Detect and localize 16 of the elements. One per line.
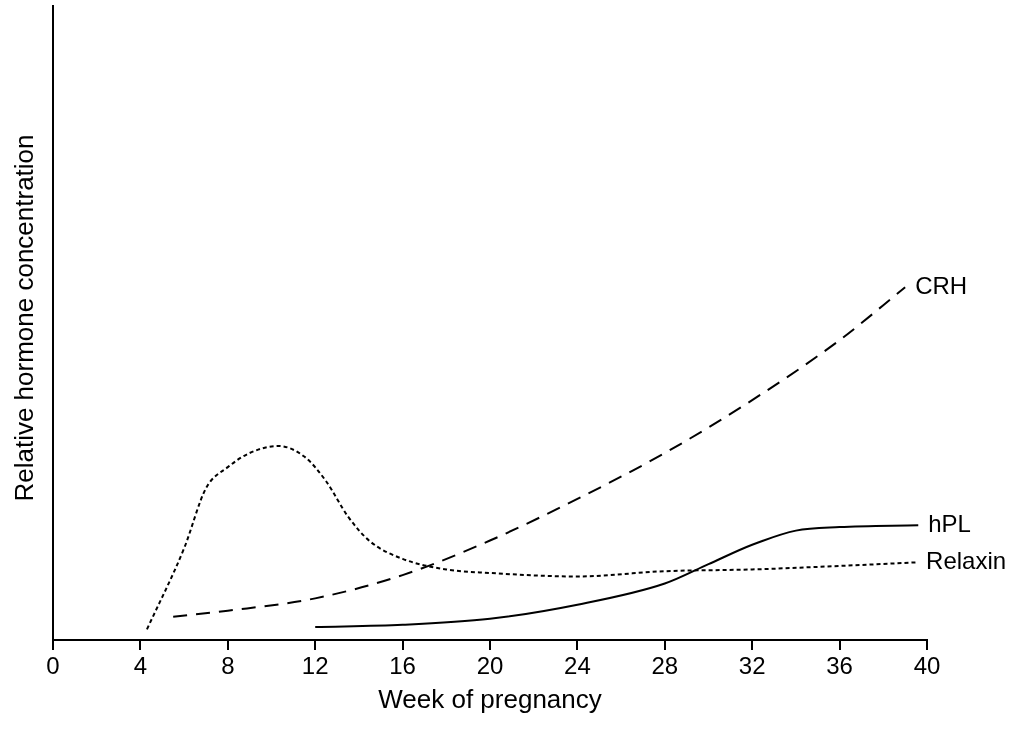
x-tick-label: 16: [389, 652, 416, 680]
x-tick-label: 24: [564, 652, 591, 680]
x-tick-label: 28: [651, 652, 679, 680]
series-label: hPL: [928, 509, 971, 537]
x-tick-label: 36: [826, 652, 853, 680]
series-label: CRH: [915, 271, 968, 299]
x-tick-label: 20: [476, 652, 504, 680]
x-axis-title: Week of pregnancy: [378, 683, 602, 714]
x-tick-label: 0: [46, 652, 60, 680]
y-axis-title: Relative hormone concentration: [8, 134, 40, 502]
series-label: Relaxin: [926, 547, 1007, 575]
x-tick-label: 40: [913, 652, 941, 680]
x-tick-label: 4: [133, 652, 148, 680]
x-tick-label: 32: [738, 652, 766, 680]
x-tick-label: 12: [301, 652, 329, 680]
x-tick-label: 8: [221, 652, 235, 680]
